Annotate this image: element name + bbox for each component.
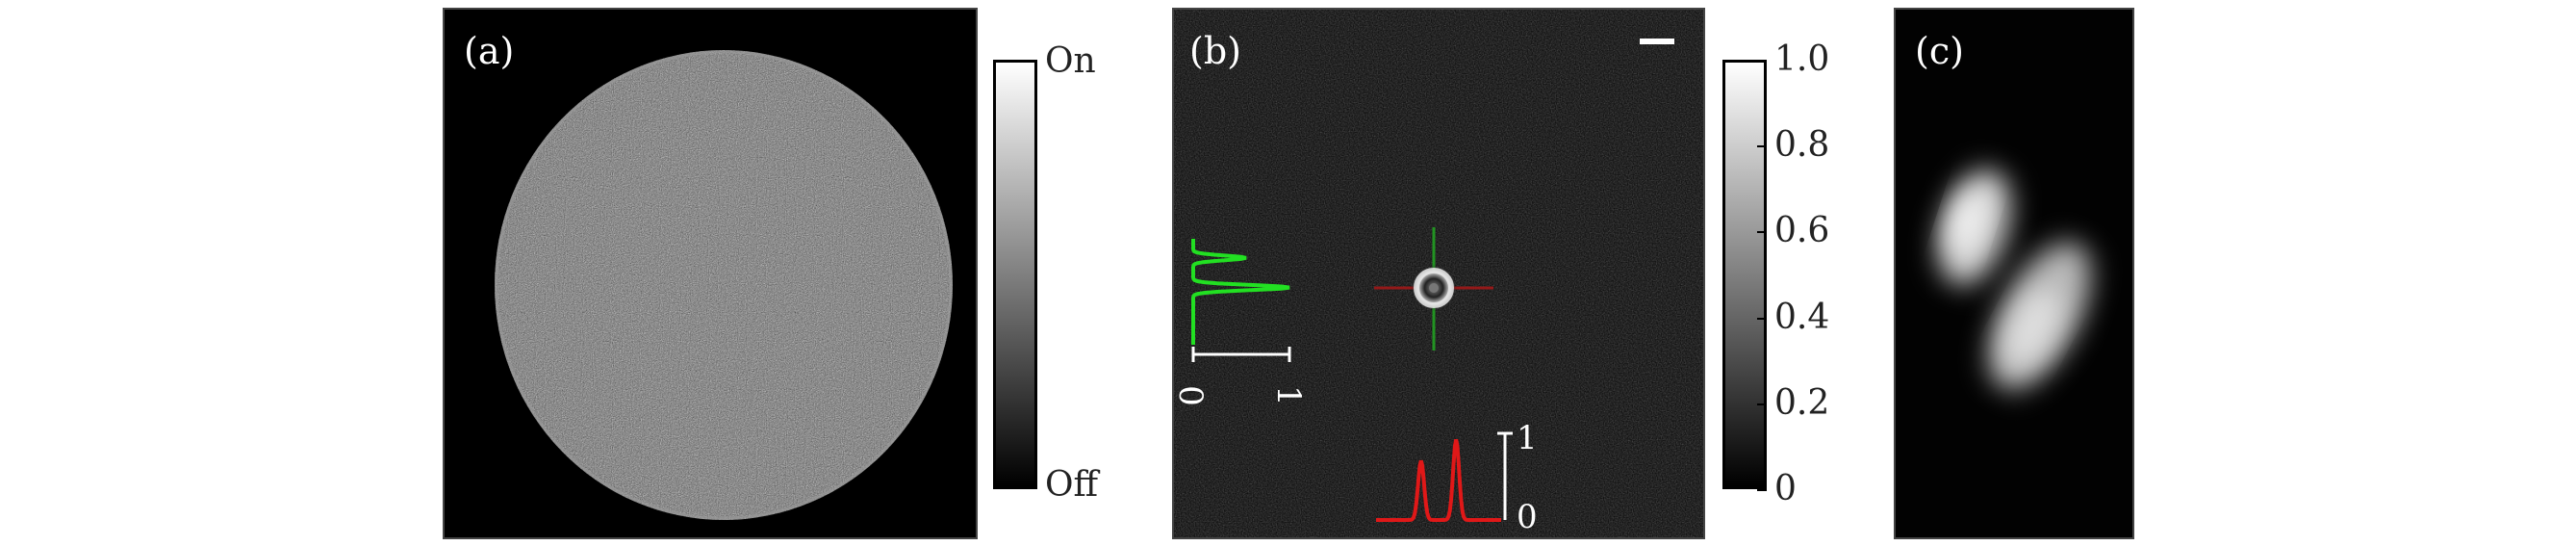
panel-b: (b) 0 1 1 0 xyxy=(1172,8,1705,539)
colorbar-b-tickmark-3 xyxy=(1757,317,1767,320)
colorbar-b-tick-1: 0.8 xyxy=(1774,125,1830,166)
vertical-profile-max-label: 1 xyxy=(1268,385,1308,406)
panel-a-label: (a) xyxy=(464,30,515,72)
colorbar-a xyxy=(993,60,1037,489)
colorbar-b-tickmark-5 xyxy=(1757,489,1767,491)
colorbar-b-tick-2: 0.6 xyxy=(1774,211,1830,251)
colorbar-b-tickmark-2 xyxy=(1757,231,1767,234)
horizontal-profile-min-label: 0 xyxy=(1517,498,1538,536)
colorbar-b-tickmark-1 xyxy=(1757,145,1767,148)
vertical-profile-line xyxy=(1191,239,1290,345)
colorbar-b-tick-3: 0.4 xyxy=(1774,297,1830,337)
scale-bar xyxy=(1640,39,1674,44)
horizontal-profile-line xyxy=(1376,439,1501,522)
colorbar-b-tick-5: 0 xyxy=(1774,469,1797,508)
hologram-disk xyxy=(495,50,953,520)
colorbar-a-top-label: On xyxy=(1045,41,1096,81)
zoomed-spots xyxy=(1896,10,2132,537)
colorbar-b-tick-4: 0.2 xyxy=(1774,382,1830,423)
colorbar-b xyxy=(1722,60,1767,489)
colorbar-a-bottom-label: Off xyxy=(1045,465,1099,505)
horizontal-profile-max-label: 1 xyxy=(1517,419,1538,457)
colorbar-b-tickmark-4 xyxy=(1757,403,1767,405)
panel-c-label: (c) xyxy=(1915,30,1964,72)
panel-a: (a) xyxy=(443,8,978,539)
colorbar-b-tick-0: 1.0 xyxy=(1774,39,1830,79)
panel-c: (c) xyxy=(1894,8,2134,539)
vertical-profile-min-label: 0 xyxy=(1172,385,1210,406)
colorbar-b-tickmark-0 xyxy=(1757,60,1767,62)
panel-b-label: (b) xyxy=(1189,30,1241,72)
focus-image xyxy=(1174,10,1703,537)
